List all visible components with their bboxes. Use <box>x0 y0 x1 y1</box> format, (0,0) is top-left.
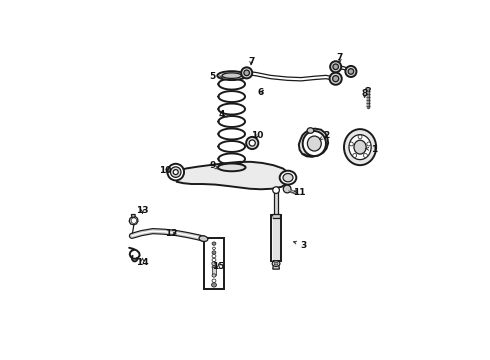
Ellipse shape <box>333 64 339 69</box>
Text: 10: 10 <box>251 131 264 140</box>
Ellipse shape <box>212 262 216 266</box>
Ellipse shape <box>364 153 368 157</box>
Ellipse shape <box>212 274 216 277</box>
Ellipse shape <box>246 137 258 149</box>
Ellipse shape <box>272 261 280 266</box>
Text: 8: 8 <box>362 89 368 98</box>
Ellipse shape <box>218 163 245 171</box>
Ellipse shape <box>345 66 356 77</box>
Ellipse shape <box>353 153 357 157</box>
Text: 9: 9 <box>209 161 219 170</box>
Polygon shape <box>299 129 328 157</box>
Ellipse shape <box>307 128 314 133</box>
Text: 7: 7 <box>248 57 254 66</box>
Ellipse shape <box>212 242 216 245</box>
Ellipse shape <box>171 167 181 177</box>
Ellipse shape <box>212 255 216 258</box>
Ellipse shape <box>249 140 255 146</box>
Ellipse shape <box>273 187 279 193</box>
Ellipse shape <box>168 164 184 180</box>
Ellipse shape <box>330 73 342 85</box>
Text: 1: 1 <box>365 145 377 154</box>
Text: 3: 3 <box>294 240 307 249</box>
Ellipse shape <box>213 247 216 249</box>
Polygon shape <box>176 162 290 189</box>
Bar <box>212 267 216 275</box>
Ellipse shape <box>241 67 252 78</box>
Ellipse shape <box>212 279 216 283</box>
Polygon shape <box>131 215 135 217</box>
Ellipse shape <box>212 258 216 262</box>
Text: 7: 7 <box>337 53 343 62</box>
Ellipse shape <box>307 136 321 151</box>
Ellipse shape <box>354 140 366 154</box>
Ellipse shape <box>222 73 242 78</box>
Ellipse shape <box>274 262 278 265</box>
Ellipse shape <box>131 218 137 223</box>
Ellipse shape <box>330 61 341 72</box>
Text: 5: 5 <box>209 72 222 81</box>
Ellipse shape <box>283 185 291 193</box>
Ellipse shape <box>212 283 217 287</box>
Text: 6: 6 <box>258 88 264 97</box>
Ellipse shape <box>244 70 249 76</box>
Text: 4: 4 <box>219 110 229 119</box>
Ellipse shape <box>217 71 246 80</box>
Ellipse shape <box>344 129 376 165</box>
Text: 13: 13 <box>136 206 148 215</box>
Ellipse shape <box>173 170 178 175</box>
Bar <box>271 215 281 261</box>
Text: 10: 10 <box>159 166 171 175</box>
Ellipse shape <box>349 142 353 146</box>
Bar <box>274 191 278 215</box>
Ellipse shape <box>367 142 371 146</box>
Ellipse shape <box>212 265 216 269</box>
Polygon shape <box>129 216 138 225</box>
Ellipse shape <box>333 76 339 82</box>
Ellipse shape <box>348 69 354 74</box>
Text: 12: 12 <box>165 229 178 238</box>
Text: 14: 14 <box>136 258 149 267</box>
Ellipse shape <box>283 174 293 182</box>
Ellipse shape <box>303 131 326 156</box>
Ellipse shape <box>358 135 362 139</box>
Ellipse shape <box>366 87 370 90</box>
Ellipse shape <box>349 135 371 159</box>
Text: 11: 11 <box>293 188 305 197</box>
Ellipse shape <box>212 251 216 254</box>
Text: 2: 2 <box>320 131 329 140</box>
Ellipse shape <box>199 236 208 242</box>
Bar <box>272 214 280 218</box>
Polygon shape <box>273 265 279 269</box>
Bar <box>204 238 224 289</box>
Text: 15: 15 <box>212 262 225 271</box>
Ellipse shape <box>280 171 296 185</box>
